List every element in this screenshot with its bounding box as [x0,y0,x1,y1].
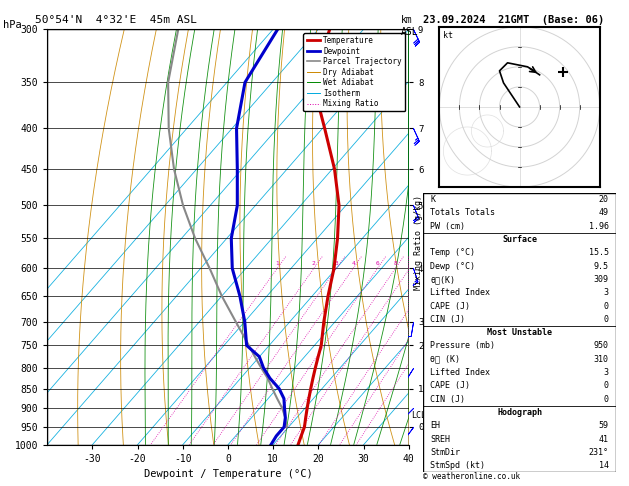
Text: 59: 59 [599,421,609,430]
Text: 6: 6 [376,261,379,266]
Text: StmDir: StmDir [430,448,460,457]
Text: Temp (°C): Temp (°C) [430,248,476,257]
Text: 4: 4 [351,261,355,266]
Text: 9.5: 9.5 [594,261,609,271]
X-axis label: Dewpoint / Temperature (°C): Dewpoint / Temperature (°C) [143,469,313,479]
Text: 3: 3 [604,368,609,377]
Text: 0: 0 [604,315,609,324]
Text: Hodograph: Hodograph [497,408,542,417]
Text: 310: 310 [594,355,609,364]
Text: 0: 0 [604,301,609,311]
Text: Lifted Index: Lifted Index [430,368,491,377]
Text: Lifted Index: Lifted Index [430,288,491,297]
Text: 49: 49 [599,208,609,217]
Text: 41: 41 [599,434,609,444]
Text: © weatheronline.co.uk: © weatheronline.co.uk [423,472,520,481]
Text: Totals Totals: Totals Totals [430,208,496,217]
Text: CAPE (J): CAPE (J) [430,382,470,390]
Text: ASL: ASL [401,27,419,37]
Text: Surface: Surface [502,235,537,244]
Text: 2: 2 [312,261,316,266]
Text: SREH: SREH [430,434,450,444]
Text: km: km [401,15,413,25]
Text: 3: 3 [604,288,609,297]
Text: 3: 3 [335,261,338,266]
Text: hPa: hPa [3,20,22,31]
Text: 1: 1 [276,261,279,266]
Text: StmSpd (kt): StmSpd (kt) [430,461,486,470]
Text: 231°: 231° [589,448,609,457]
Text: 0: 0 [604,395,609,404]
Text: 14: 14 [599,461,609,470]
Text: 50°54'N  4°32'E  45m ASL: 50°54'N 4°32'E 45m ASL [35,15,197,25]
Text: 1.96: 1.96 [589,222,609,231]
Legend: Temperature, Dewpoint, Parcel Trajectory, Dry Adiabat, Wet Adiabat, Isotherm, Mi: Temperature, Dewpoint, Parcel Trajectory… [303,33,405,111]
Text: 23.09.2024  21GMT  (Base: 06): 23.09.2024 21GMT (Base: 06) [423,15,604,25]
Text: K: K [430,195,435,204]
Text: 8: 8 [394,261,398,266]
Text: LCL: LCL [411,412,426,420]
Text: 15.5: 15.5 [589,248,609,257]
Text: Most Unstable: Most Unstable [487,328,552,337]
Text: CAPE (J): CAPE (J) [430,301,470,311]
Text: EH: EH [430,421,440,430]
Text: Mixing Ratio (g/kg): Mixing Ratio (g/kg) [414,195,423,291]
Text: Pressure (mb): Pressure (mb) [430,342,496,350]
Text: 950: 950 [594,342,609,350]
Text: Dewp (°C): Dewp (°C) [430,261,476,271]
Text: θᴇ(K): θᴇ(K) [430,275,455,284]
Text: CIN (J): CIN (J) [430,315,465,324]
Text: kt: kt [443,31,454,40]
Text: θᴇ (K): θᴇ (K) [430,355,460,364]
Text: 309: 309 [594,275,609,284]
Text: 20: 20 [599,195,609,204]
Text: PW (cm): PW (cm) [430,222,465,231]
Text: CIN (J): CIN (J) [430,395,465,404]
Text: 0: 0 [604,382,609,390]
